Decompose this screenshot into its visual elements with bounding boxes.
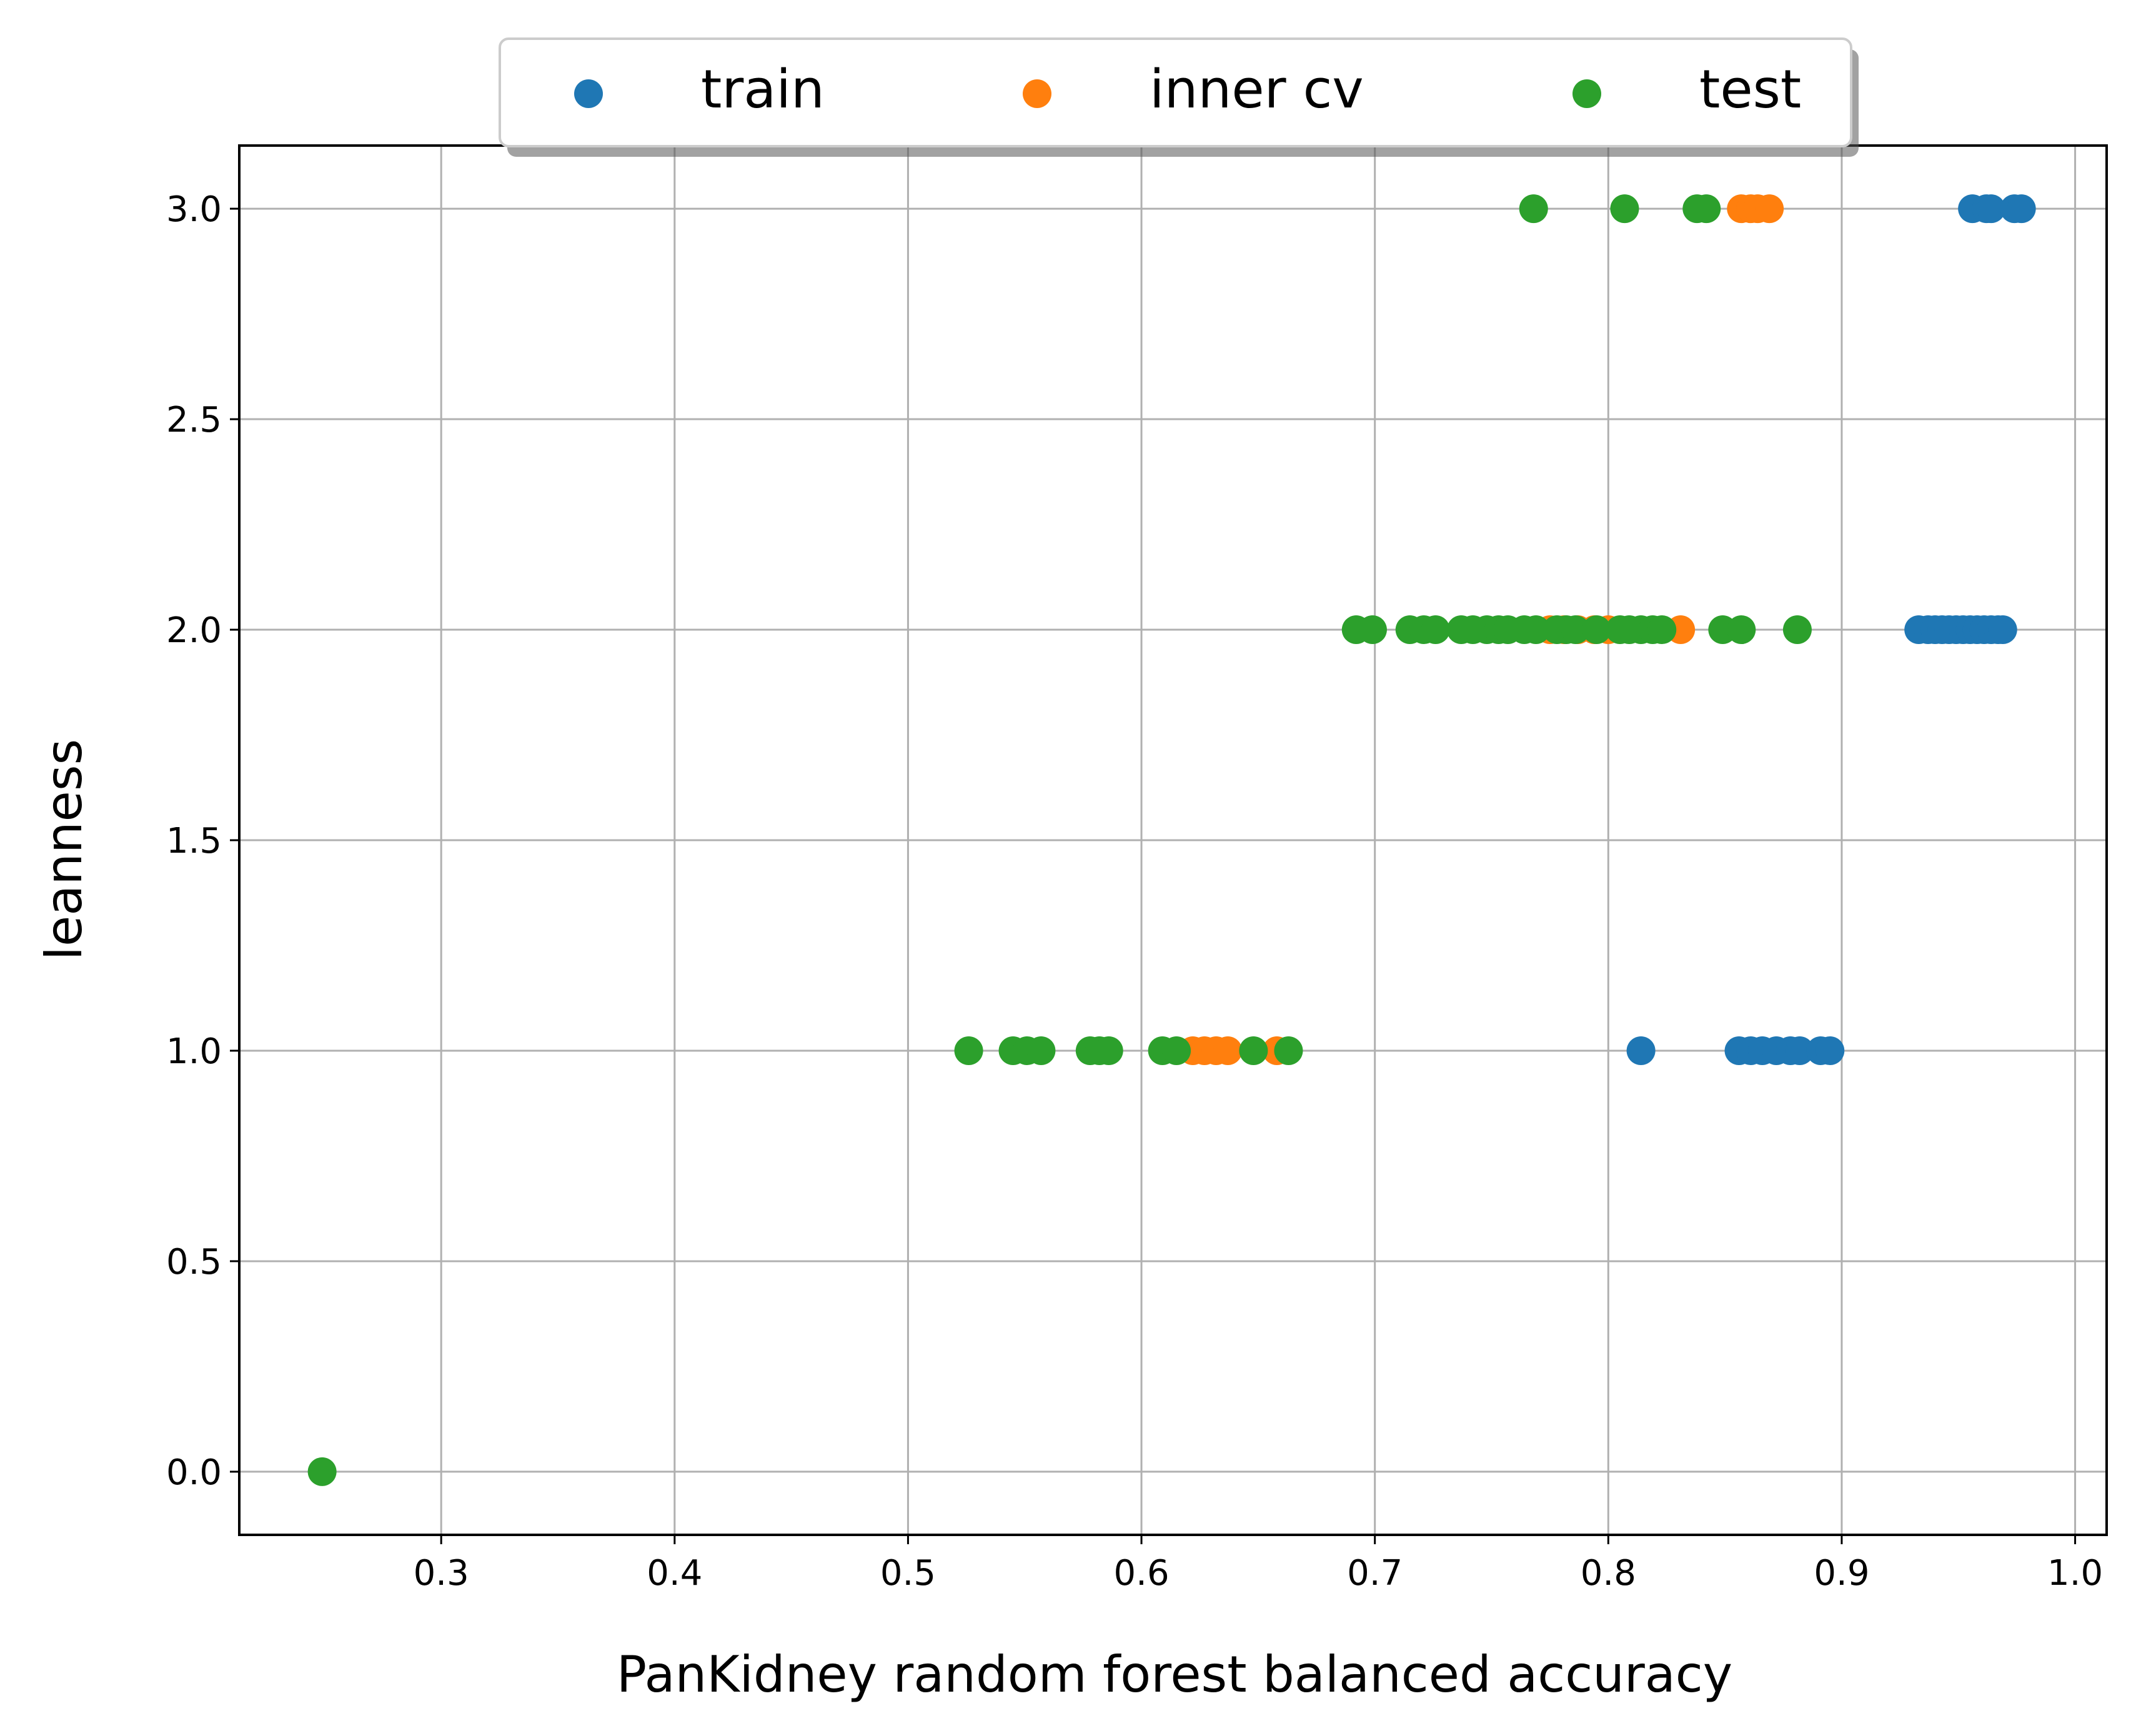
x-tick-label: 0.5: [880, 1553, 936, 1594]
data-point-test: [1521, 615, 1551, 645]
data-point-test: [1358, 615, 1387, 645]
x-tick-label: 0.4: [647, 1553, 702, 1594]
legend-marker-train: [574, 79, 603, 108]
data-point-test: [1274, 1036, 1303, 1065]
y-axis-title: leanness: [35, 739, 93, 960]
data-point-test: [954, 1036, 983, 1065]
legend-label-inner-cv: inner cv: [1150, 59, 1364, 121]
x-tick-label: 1.0: [2047, 1553, 2103, 1594]
data-point-test: [1582, 615, 1611, 645]
x-tick-label: 0.6: [1114, 1553, 1170, 1594]
data-point-test: [1692, 194, 1721, 224]
y-tick-label: 0.0: [166, 1452, 222, 1493]
y-tick-label: 2.5: [166, 400, 222, 440]
data-point-train: [1785, 1036, 1814, 1065]
data-point-test: [1647, 615, 1677, 645]
data-point-test: [1162, 1036, 1191, 1065]
data-point-test: [1421, 615, 1450, 645]
legend-items: train inner cv test: [574, 59, 1801, 121]
x-axis-ticks: 0.3 0.4 0.5 0.6 0.7 0.8 0.9 1.0: [414, 1535, 2103, 1594]
y-tick-label: 3.0: [166, 189, 222, 230]
data-point-test: [1519, 194, 1548, 224]
legend-label-test: test: [1699, 59, 1801, 121]
y-tick-label: 1.0: [166, 1031, 222, 1072]
legend-label-train: train: [701, 59, 825, 121]
legend-marker-test: [1572, 79, 1601, 108]
y-tick-label: 2.0: [166, 610, 222, 651]
x-tick-label: 0.3: [414, 1553, 469, 1594]
x-tick-label: 0.9: [1814, 1553, 1869, 1594]
x-axis-title: PanKidney random forest balanced accurac…: [617, 1645, 1732, 1704]
data-points: [307, 194, 2036, 1486]
data-point-test: [1094, 1036, 1123, 1065]
y-tick-label: 0.5: [166, 1242, 222, 1282]
data-point-inner-cv: [1213, 1036, 1243, 1065]
data-point-train: [2007, 194, 2036, 224]
data-point-test: [1026, 1036, 1056, 1065]
data-point-test: [1782, 615, 1812, 645]
data-point-train: [1816, 1036, 1845, 1065]
x-tick-label: 0.8: [1581, 1553, 1636, 1594]
y-axis-ticks: 0.0 0.5 1.0 1.5 2.0 2.5 3.0: [166, 189, 239, 1493]
x-tick-label: 0.7: [1347, 1553, 1403, 1594]
data-point-test: [1610, 194, 1639, 224]
legend-marker-inner-cv: [1023, 79, 1051, 108]
data-point-train: [1977, 194, 2006, 224]
data-point-test: [1239, 1036, 1268, 1065]
y-tick-label: 1.5: [166, 821, 222, 861]
data-point-train: [1988, 615, 2017, 645]
data-point-test: [307, 1457, 337, 1486]
data-point-test: [1727, 615, 1756, 645]
data-point-train: [1626, 1036, 1656, 1065]
data-point-test: [1561, 615, 1591, 645]
data-point-inner-cv: [1755, 194, 1784, 224]
legend-box: [499, 37, 1852, 147]
legend: train inner cv test: [499, 37, 1859, 157]
